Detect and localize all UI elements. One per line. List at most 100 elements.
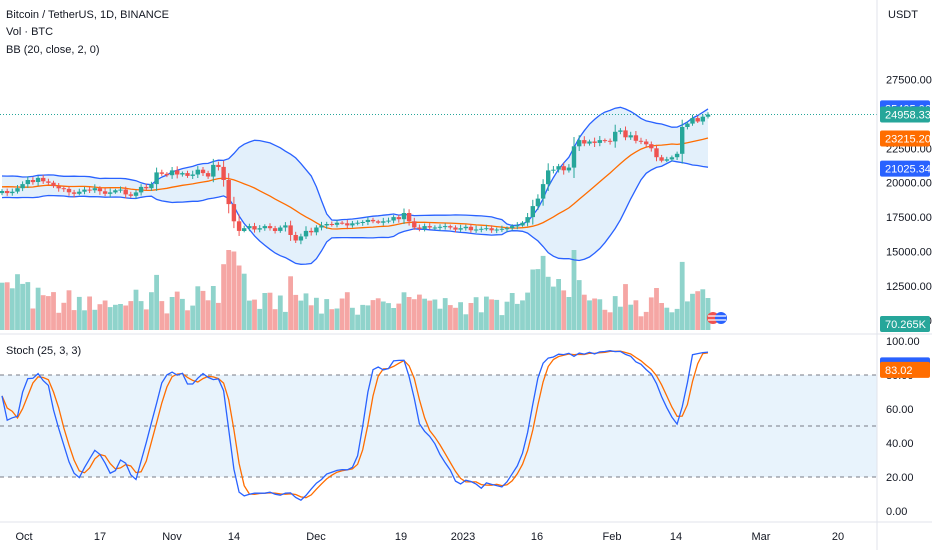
volume-bar (509, 293, 515, 330)
candle (314, 225, 319, 236)
volume-bar (551, 286, 556, 330)
bb-basis-line (1, 137, 709, 230)
volume-bar (597, 299, 603, 330)
candle (267, 223, 273, 231)
candle (41, 174, 46, 184)
candle (623, 126, 628, 141)
candle (571, 137, 577, 178)
time-tick-label: 14 (228, 531, 240, 543)
candle (190, 170, 195, 179)
volume-bar (231, 251, 237, 330)
volume-bar (56, 312, 62, 330)
candle (10, 188, 15, 196)
volume-bar (159, 301, 165, 330)
candle (448, 224, 453, 230)
volume-bar (87, 296, 92, 330)
candle (649, 141, 654, 152)
candle (376, 219, 381, 224)
volume-bar (514, 303, 520, 330)
volume-bar (690, 293, 695, 330)
candle (618, 128, 623, 135)
candle (654, 144, 659, 162)
volume-bar (685, 301, 690, 330)
candle (133, 189, 139, 199)
volume-bar (571, 250, 577, 330)
price-tag-last-price: 24958.33 (880, 106, 931, 123)
volume-bar (535, 269, 541, 330)
volume-bar (210, 286, 216, 330)
volume-bar (46, 296, 51, 330)
candle (530, 199, 535, 225)
volume-bar (427, 300, 433, 330)
volume-bar (149, 292, 154, 330)
volume-legend[interactable]: Vol · BTC (6, 26, 54, 38)
stoch-k-line (1, 350, 709, 501)
volume-bar (612, 296, 618, 330)
candle (149, 181, 154, 191)
svg-text:24958.33: 24958.33 (885, 110, 931, 122)
candle (577, 135, 582, 151)
volume-bar (51, 292, 56, 330)
candle (674, 151, 680, 160)
stochastic-legend[interactable]: Stoch (25, 3, 3) (6, 345, 82, 357)
candle (432, 225, 438, 230)
price-axis-unit: USDT (888, 9, 918, 21)
candle (633, 131, 639, 144)
stochastic-pane (0, 333, 932, 501)
price-tick-label: 12500.00 (886, 281, 932, 293)
candle (664, 156, 669, 163)
volume-bar (252, 299, 257, 330)
candle (5, 188, 10, 196)
volume-bar (180, 298, 185, 330)
volume-bar (458, 302, 463, 330)
volume-bar (432, 299, 438, 330)
volume-bars (0, 250, 711, 330)
volume-bar (628, 304, 634, 330)
candle (360, 220, 365, 226)
volume-bar (643, 311, 649, 330)
volume-bar (401, 292, 407, 330)
volume-bar (659, 303, 664, 330)
candle (288, 220, 293, 241)
volume-bar (97, 304, 103, 330)
candle (700, 114, 705, 125)
candle (87, 187, 92, 193)
candle (211, 158, 216, 183)
volume-bar (25, 282, 31, 330)
time-tick-label: 17 (94, 531, 106, 543)
volume-bar (602, 309, 608, 330)
time-tick-label: Oct (15, 531, 32, 543)
volume-bar (257, 308, 263, 330)
candle (293, 231, 298, 243)
volume-bar (700, 289, 706, 330)
volume-bar (520, 300, 525, 330)
volume-bar (618, 306, 623, 330)
stoch-tag-d: 83.02 (880, 361, 930, 378)
volume-bar (674, 308, 680, 330)
volume-bar (530, 269, 536, 330)
volume-bar (396, 303, 402, 330)
volume-bar (370, 300, 376, 330)
candle (463, 224, 468, 231)
volume-bar (262, 293, 268, 330)
volume-bar (66, 290, 72, 330)
candle (15, 185, 20, 194)
volume-bar (463, 314, 469, 330)
candle (92, 184, 97, 193)
bb-upper-line (1, 106, 709, 227)
chart-title[interactable]: Bitcoin / TetherUS, 1D, BINANCE (6, 9, 170, 21)
volume-bar (447, 305, 453, 330)
candle (138, 184, 144, 196)
candle (324, 221, 329, 229)
bollinger-legend[interactable]: BB (20, close, 2, 0) (6, 44, 100, 56)
candle (185, 170, 190, 178)
candle (391, 215, 396, 224)
volume-bar (411, 299, 417, 330)
volume-bar (380, 301, 386, 330)
candle (680, 119, 685, 164)
candle (540, 179, 546, 206)
volume-bar (174, 291, 180, 330)
volume-bar (128, 301, 134, 330)
volume-bar (679, 261, 685, 330)
